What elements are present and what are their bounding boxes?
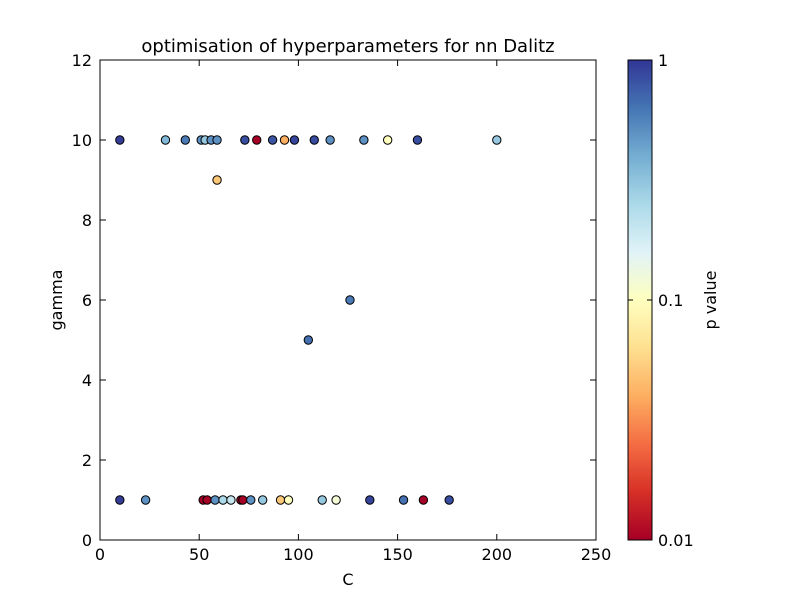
colorbar-tick-label: 0.01 xyxy=(658,531,694,550)
x-axis: 0 50 100 150 200 250 xyxy=(95,60,611,564)
x-tick-label: 250 xyxy=(581,545,612,564)
data-point xyxy=(444,495,454,505)
data-point xyxy=(180,135,191,145)
colorbar-tick-label: 1 xyxy=(658,51,668,70)
data-point xyxy=(283,495,294,505)
data-point xyxy=(115,495,125,505)
data-point xyxy=(289,135,300,145)
y-tick-label: 0 xyxy=(82,531,92,550)
data-point xyxy=(202,495,212,505)
data-point xyxy=(210,495,220,505)
x-tick-label: 150 xyxy=(382,545,413,564)
x-axis-label: C xyxy=(342,570,353,589)
data-point xyxy=(238,495,248,505)
data-point xyxy=(418,495,429,505)
y-tick-label: 8 xyxy=(82,211,92,230)
colorbar-tick-label: 0.1 xyxy=(658,291,683,310)
x-tick-label: 0 xyxy=(95,545,105,564)
y-tick-label: 6 xyxy=(82,291,92,310)
data-point xyxy=(212,175,222,185)
data-point xyxy=(275,495,286,505)
data-point xyxy=(115,135,125,145)
y-tick-label: 4 xyxy=(82,371,92,390)
y-tick-label: 10 xyxy=(72,131,92,150)
data-point xyxy=(345,295,355,305)
data-point xyxy=(218,495,228,505)
data-point xyxy=(309,135,319,145)
y-tick-label: 2 xyxy=(82,451,92,470)
colorbar-label: p value xyxy=(701,271,720,330)
y-axis: 0 2 4 6 8 10 12 xyxy=(72,51,596,550)
data-point xyxy=(160,135,171,145)
y-axis-label: gamma xyxy=(47,270,66,331)
data-point xyxy=(365,495,375,505)
data-point xyxy=(359,135,369,145)
data-point xyxy=(240,135,250,145)
plot-frame xyxy=(99,59,597,541)
data-point xyxy=(325,135,335,145)
data-point xyxy=(257,495,268,505)
x-tick-label: 100 xyxy=(283,545,314,564)
data-point xyxy=(246,495,256,505)
data-point xyxy=(212,135,222,145)
data-point xyxy=(226,495,236,505)
data-point xyxy=(140,495,151,505)
data-point xyxy=(492,135,502,145)
data-point xyxy=(382,135,393,145)
y-tick-label: 12 xyxy=(72,51,92,70)
data-point xyxy=(398,495,409,505)
x-tick-label: 50 xyxy=(189,545,209,564)
x-tick-label: 200 xyxy=(482,545,513,564)
data-point xyxy=(252,135,262,145)
data-point xyxy=(317,495,327,505)
scatter-points xyxy=(115,135,502,505)
data-point xyxy=(267,135,278,145)
chart-title: optimisation of hyperparameters for nn D… xyxy=(141,36,554,57)
data-point xyxy=(303,335,314,345)
data-point xyxy=(331,495,341,505)
data-point xyxy=(412,135,423,145)
data-point xyxy=(279,135,290,145)
colorbar-ticks: 0.01 0.1 1 xyxy=(628,51,694,550)
